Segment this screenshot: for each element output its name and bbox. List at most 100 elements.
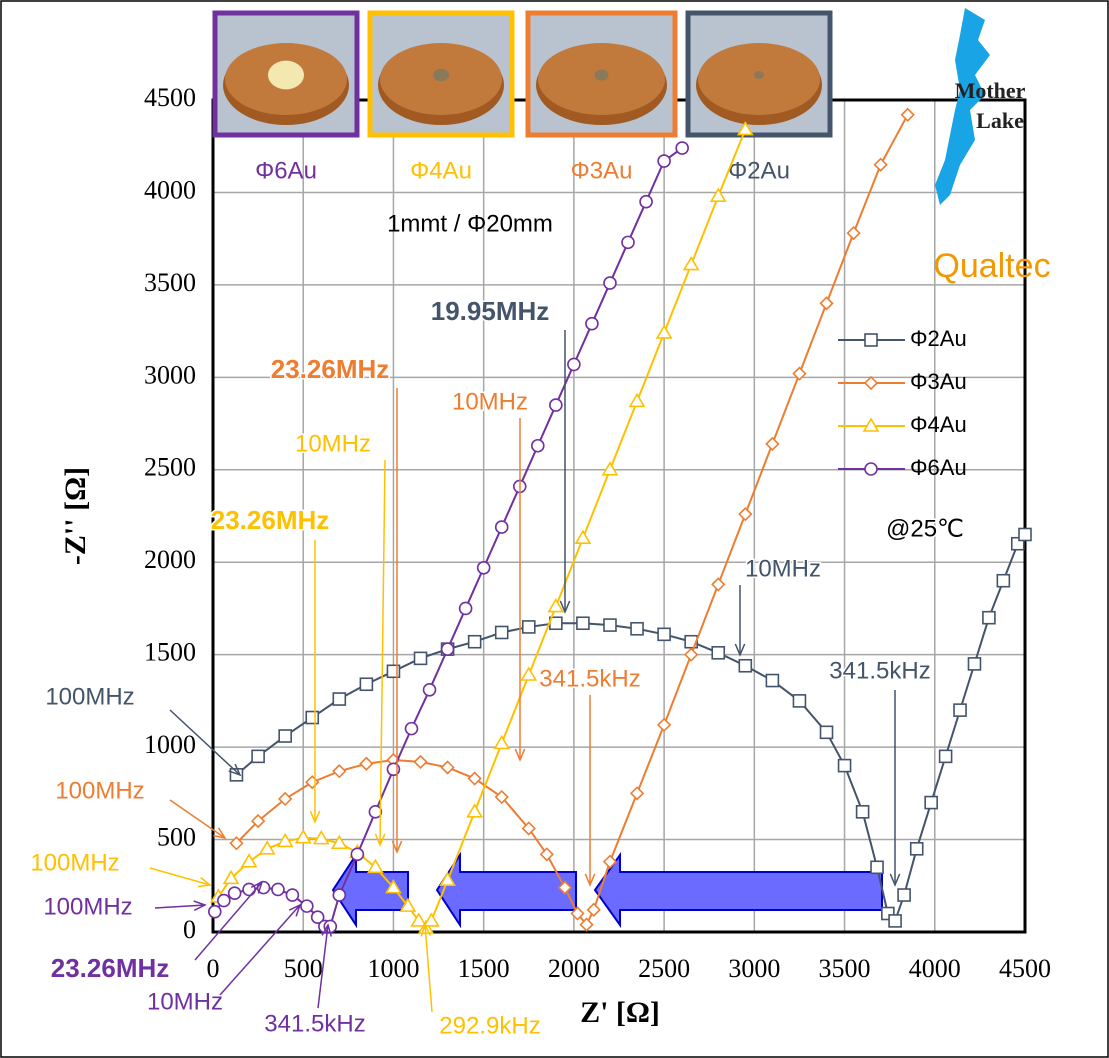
annotation-arrowhead — [288, 903, 302, 917]
marker — [586, 902, 601, 917]
annotation-arrow — [424, 924, 433, 1013]
photo-frame — [212, 10, 360, 138]
marker — [656, 717, 672, 733]
marker — [603, 618, 617, 632]
marker — [709, 187, 727, 202]
marker — [628, 392, 646, 408]
marker — [639, 194, 653, 209]
marker — [909, 841, 924, 856]
marker — [440, 642, 455, 656]
marker — [621, 235, 635, 250]
annotation-arrowhead — [193, 900, 207, 911]
marker — [520, 666, 538, 681]
marker — [494, 625, 509, 640]
y-tick-label: 4000 — [144, 175, 196, 204]
shift-arrow — [435, 851, 577, 929]
marker — [410, 912, 428, 927]
annotation-arrow — [169, 709, 241, 776]
photo-label: Φ3Au — [571, 157, 633, 184]
marker — [467, 771, 482, 786]
marker — [250, 813, 266, 829]
marker — [855, 805, 870, 819]
marker — [900, 107, 915, 122]
marker — [870, 860, 884, 875]
marker — [494, 520, 509, 534]
marker — [996, 573, 1011, 588]
marker — [521, 620, 536, 634]
marker — [602, 854, 618, 869]
marker — [285, 888, 300, 902]
marker — [603, 276, 617, 290]
marker — [422, 912, 440, 927]
y-tick-label: 4500 — [144, 83, 196, 112]
photo-frame — [685, 10, 833, 138]
marker — [938, 749, 953, 764]
marker — [711, 646, 726, 660]
marker — [494, 789, 509, 805]
marker — [549, 398, 563, 412]
marker — [792, 694, 807, 708]
marker — [229, 836, 244, 851]
annotation: 341.5kHz — [264, 1010, 365, 1037]
y-tick-label: 3500 — [144, 268, 196, 297]
marker — [539, 847, 554, 862]
marker — [657, 627, 671, 642]
marker — [579, 917, 594, 932]
marker — [300, 899, 314, 913]
marker — [738, 658, 753, 673]
marker — [332, 764, 347, 779]
x-tick-label: 3000 — [728, 954, 780, 983]
annotation-arrow — [379, 459, 386, 846]
photo-label: Φ6Au — [255, 157, 317, 184]
marker — [862, 417, 880, 432]
annotation-arrow — [194, 881, 263, 961]
marker — [736, 120, 754, 136]
annotation-arrowhead — [309, 810, 321, 824]
marker — [897, 888, 911, 902]
marker — [846, 225, 861, 241]
annotation-arrow — [149, 867, 211, 886]
annotation-arrow — [154, 904, 206, 909]
annotation-arrow — [169, 799, 226, 839]
annotation: 10MHz — [745, 555, 821, 582]
marker — [227, 886, 242, 900]
y-tick-label: 500 — [157, 823, 196, 852]
annotation-arrow — [219, 904, 301, 996]
annotation: 341.5kHz — [829, 657, 930, 684]
annotation: 100MHz — [45, 683, 134, 710]
annotation: 292.9kHz — [439, 1012, 540, 1039]
x-tick-label: 500 — [284, 954, 323, 983]
y-tick-label: 2500 — [144, 453, 196, 482]
logo-text: Lake — [976, 108, 1024, 133]
marker — [863, 375, 879, 391]
annotation-arrowhead — [514, 748, 526, 762]
annotation-arrowhead — [374, 833, 386, 847]
electrode — [433, 68, 449, 82]
x-tick-label: 4000 — [909, 954, 961, 983]
marker — [276, 832, 294, 848]
y-tick-label: 1000 — [144, 730, 196, 759]
marker — [258, 840, 276, 855]
marker — [305, 710, 320, 725]
annotation-arrowhead — [197, 876, 212, 888]
annotation-arrowhead — [391, 840, 403, 854]
marker — [570, 906, 585, 921]
marker — [655, 324, 673, 339]
photo-frame — [367, 10, 515, 138]
marker — [675, 141, 689, 155]
annotation: 100MHz — [55, 777, 144, 804]
photo-label: Φ4Au — [410, 157, 472, 184]
marker — [399, 897, 417, 912]
marker — [521, 821, 536, 836]
marker — [982, 610, 996, 625]
x-tick-label: 4500 — [999, 954, 1051, 983]
annotation-arrowhead — [420, 923, 432, 937]
marker — [332, 692, 347, 706]
annotation-arrowhead — [889, 873, 901, 887]
x-tick-label: 3500 — [819, 954, 871, 983]
marker — [585, 316, 599, 331]
annotation: 100MHz — [43, 893, 132, 920]
x-tick-label: 2000 — [548, 954, 600, 983]
marker — [967, 657, 982, 671]
